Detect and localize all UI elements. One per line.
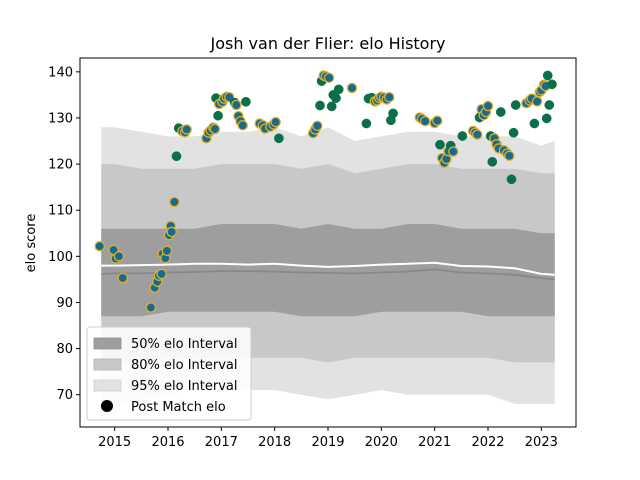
x-tick-label: 2023 <box>525 435 558 450</box>
post-match-point <box>482 100 494 112</box>
post-match-point <box>472 129 483 140</box>
post-match-point <box>241 96 251 107</box>
chart-title: Josh van der Flier: elo History <box>209 34 445 53</box>
legend-swatch-80 <box>93 358 122 371</box>
post-match-point <box>510 100 521 110</box>
post-match-point <box>169 196 180 208</box>
post-match-point <box>171 151 182 162</box>
post-match-point <box>156 268 167 280</box>
y-tick-label: 100 <box>48 250 73 265</box>
legend-label-95: 95% elo Interval <box>131 379 238 394</box>
post-match-point <box>506 174 517 185</box>
post-match-point <box>544 100 555 110</box>
legend-box <box>86 326 252 421</box>
x-tick-label: 2020 <box>365 435 398 450</box>
post-match-point <box>231 99 242 111</box>
post-match-point <box>209 123 221 135</box>
legend-label-50: 50% elo Interval <box>131 337 238 352</box>
post-match-point <box>541 113 552 124</box>
post-match-point <box>529 118 540 129</box>
y-axis-label: elo score <box>24 214 39 273</box>
y-tick-label: 120 <box>48 158 73 173</box>
legend-swatch-95 <box>93 379 122 392</box>
median-line <box>101 268 555 281</box>
post-match-point <box>315 100 325 111</box>
post-match-point <box>331 93 341 103</box>
post-match-point <box>274 133 284 144</box>
post-match-point <box>547 79 557 90</box>
post-match-point <box>487 156 498 167</box>
post-match-point <box>435 139 445 150</box>
post-match-point <box>504 150 515 162</box>
trend-lines <box>101 261 555 281</box>
post-match-point <box>237 120 248 131</box>
y-tick-label: 80 <box>56 342 73 357</box>
post-match-point <box>384 91 395 103</box>
post-match-point <box>113 251 125 262</box>
post-match-point <box>181 124 192 135</box>
legend-swatch-50 <box>93 337 122 350</box>
legend-label-80: 80% elo Interval <box>131 358 238 373</box>
post-match-point <box>432 115 443 126</box>
post-match-point <box>312 120 323 132</box>
post-match-point <box>94 240 105 252</box>
band-50 <box>101 224 555 317</box>
post-match-point <box>346 82 358 94</box>
legend: 50% elo Interval 80% elo Interval 95% el… <box>86 326 252 421</box>
x-tick-label: 2021 <box>418 435 451 450</box>
x-tick-label: 2015 <box>98 435 131 450</box>
x-tick-label: 2017 <box>205 435 238 450</box>
post-match-point <box>270 116 281 128</box>
post-match-point <box>508 127 519 138</box>
mean-line <box>101 261 555 276</box>
post-match-point <box>388 108 398 119</box>
post-match-point <box>419 115 431 127</box>
post-match-point <box>448 146 459 157</box>
post-match-point <box>326 101 337 112</box>
y-tick-label: 130 <box>48 111 73 126</box>
x-tick-label: 2022 <box>471 435 504 450</box>
post-match-point <box>531 96 543 107</box>
post-match-point <box>457 131 468 141</box>
y-tick-label: 140 <box>48 65 73 80</box>
y-tick-label: 110 <box>48 204 73 219</box>
legend-marker-post-match <box>101 400 113 412</box>
post-match-point <box>333 84 344 95</box>
post-match-point <box>361 118 372 129</box>
post-match-point <box>542 70 553 81</box>
post-match-point <box>161 245 173 257</box>
post-match-point <box>117 272 128 284</box>
post-match-point <box>495 107 506 117</box>
post-match-point <box>145 302 157 313</box>
x-tick-label: 2016 <box>151 435 184 450</box>
post-match-points <box>94 70 557 313</box>
y-axis: 70 80 90 100 110 120 130 140 <box>48 65 80 403</box>
x-axis: 2015 2016 2017 2018 2019 2020 2021 2022 2023 <box>98 427 558 450</box>
y-tick-label: 70 <box>56 388 73 403</box>
y-tick-label: 90 <box>56 296 73 311</box>
x-tick-label: 2019 <box>311 435 344 450</box>
legend-label-post-match: Post Match elo <box>131 400 226 415</box>
post-match-point <box>166 226 177 238</box>
post-match-point <box>213 110 223 121</box>
x-tick-label: 2018 <box>258 435 291 450</box>
post-match-point <box>323 72 335 84</box>
